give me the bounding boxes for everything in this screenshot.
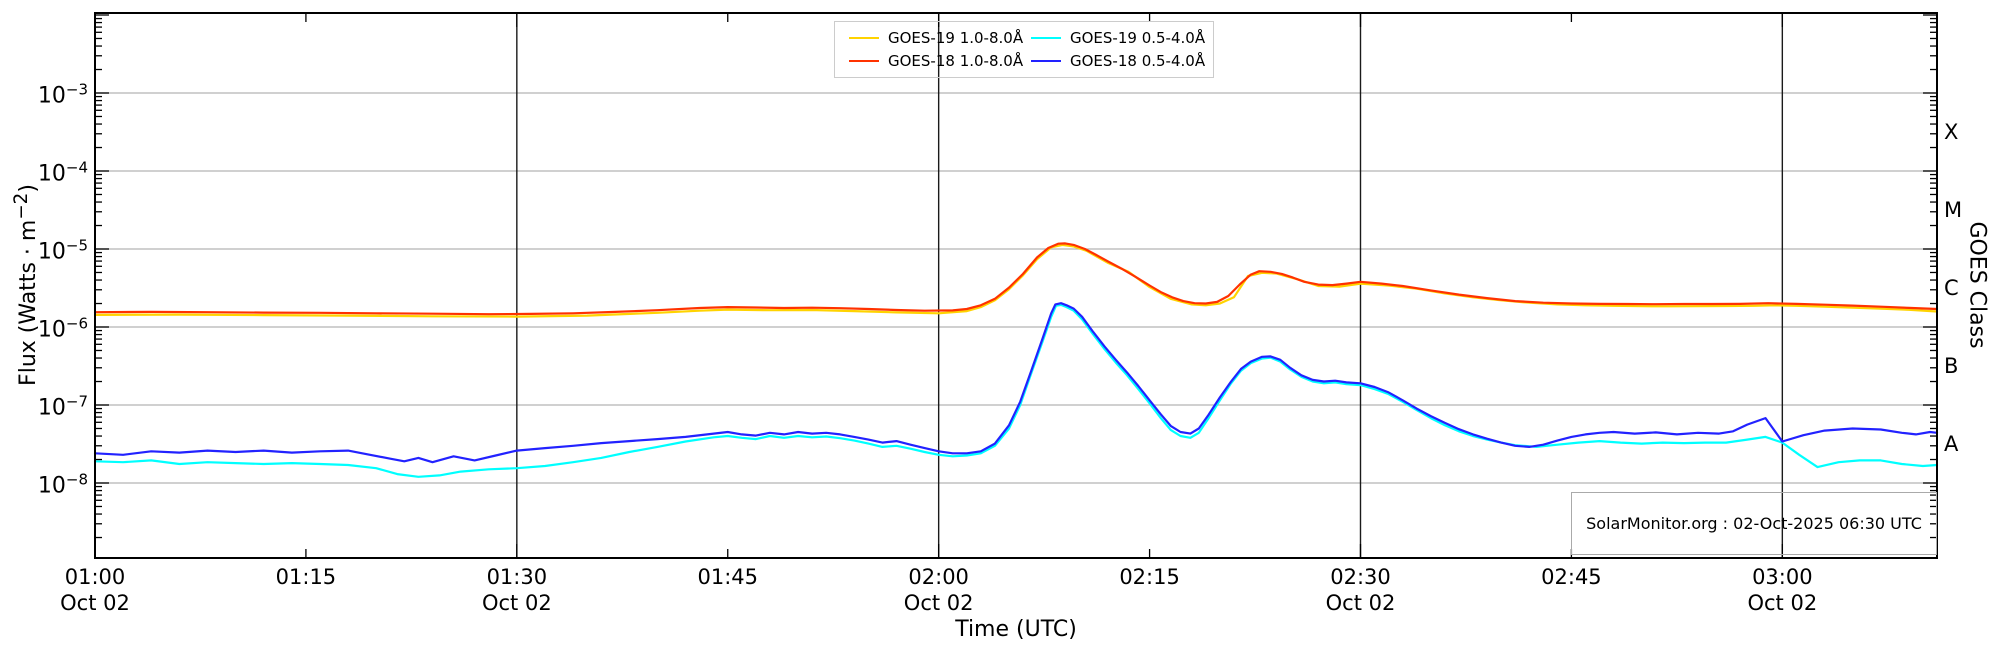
x-tick-date-0130: Oct 02: [481, 591, 552, 615]
y-tick-label-1e-5: 10−5: [37, 236, 88, 265]
legend-label-goes19-short: GOES-19 0.5-4.0Å: [1070, 29, 1206, 47]
flux-curve-goes18-short: [93, 302, 1939, 464]
y-tick-label-1e-3: 10−3: [37, 80, 88, 109]
x-tick-label-0115: 01:15: [275, 565, 337, 589]
x-tick-date-0100: Oct 02: [60, 591, 130, 615]
legend: GOES-19 1.0-8.0Å GOES-19 0.5-4.0Å GOES-1…: [834, 21, 1214, 78]
axis-ticks: [94, 13, 1937, 558]
legend-swatch-goes18-long: [849, 59, 879, 63]
y-tick-label-1e-8: 10−8: [37, 470, 88, 499]
y-axis-title-exponent: −2: [10, 192, 32, 220]
annotation-text: SolarMonitor.org : 02-Oct-2025 06:30 UTC: [1586, 514, 1922, 533]
y-axis-title-left: Flux (Watts · m−2): [11, 184, 41, 386]
x-tick-label-0245: 02:45: [1541, 565, 1602, 589]
horizontal-gridlines: [95, 92, 1937, 484]
x-tick-date-0300: Oct 02: [1747, 591, 1818, 615]
y-axis-title-right: GOES Class: [1964, 221, 1990, 349]
series-curves: [93, 242, 1939, 478]
legend-label-goes18-short: GOES-18 0.5-4.0Å: [1070, 52, 1206, 70]
goes-class-label-m: M: [1944, 198, 1963, 222]
legend-label-goes18-long: GOES-18 1.0-8.0Å: [888, 52, 1024, 70]
goes-class-label-b: B: [1944, 354, 1959, 378]
legend-swatch-goes18-short: [1031, 59, 1061, 63]
goes-class-label-c: C: [1944, 276, 1959, 300]
x-tick-date-0230: Oct 02: [1325, 591, 1396, 615]
legend-item-goes18-long: GOES-18 1.0-8.0Å: [849, 52, 1031, 70]
goes-class-label-x: X: [1944, 120, 1959, 144]
x-tick-label-0130: 01:30: [486, 565, 548, 589]
x-tick-label-0145: 01:45: [697, 565, 758, 589]
legend-item-goes19-long: GOES-19 1.0-8.0Å: [849, 29, 1031, 47]
x-tick-date-0200: Oct 02: [903, 591, 974, 615]
legend-swatch-goes19-short: [1031, 36, 1061, 40]
legend-swatch-goes19-long: [849, 36, 879, 40]
legend-item-goes18-short: GOES-18 0.5-4.0Å: [1031, 52, 1205, 70]
goes-class-label-a: A: [1944, 432, 1959, 456]
legend-item-goes19-short: GOES-19 0.5-4.0Å: [1031, 29, 1205, 47]
x-tick-label-0230: 02:30: [1330, 565, 1391, 589]
legend-label-goes19-long: GOES-19 1.0-8.0Å: [888, 29, 1024, 47]
flux-curve-goes18-long: [93, 242, 1939, 316]
y-tick-label-1e-4: 10−4: [37, 158, 88, 187]
x-tick-label-0300: 03:00: [1752, 565, 1813, 589]
flux-curve-goes19-short: [93, 303, 1939, 478]
x-tick-label-0215: 02:15: [1119, 565, 1180, 589]
y-tick-label-1e-7: 10−7: [37, 392, 88, 421]
y-tick-label-1e-6: 10−6: [37, 314, 88, 343]
flux-curve-goes19-long: [93, 243, 1939, 318]
plot-frame: [94, 12, 1938, 559]
x-tick-label-0100: 01:00: [64, 565, 126, 589]
x-tick-label-0200: 02:00: [908, 565, 969, 589]
solarmonitor-annotation: SolarMonitor.org : 02-Oct-2025 06:30 UTC: [1571, 492, 1937, 555]
x-axis-title: Time (UTC): [955, 617, 1077, 642]
